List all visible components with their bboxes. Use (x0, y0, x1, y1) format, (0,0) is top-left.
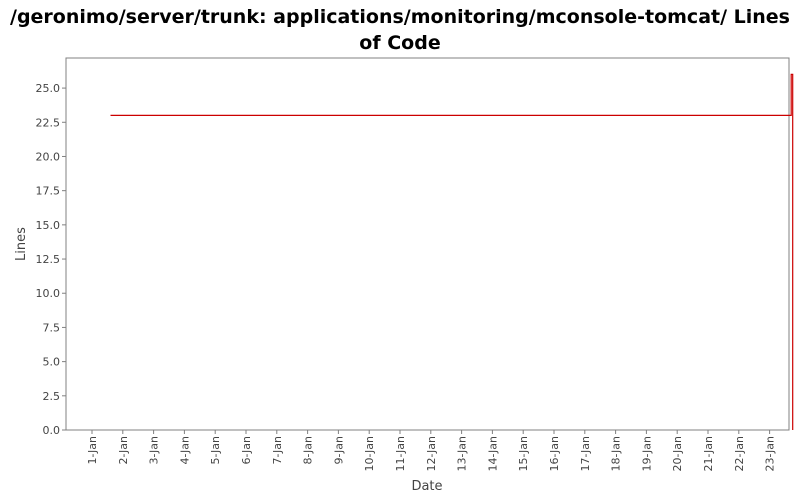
y-axis-label: Lines (14, 227, 29, 261)
x-tick-label: 10-Jan (363, 436, 376, 472)
y-tick-label: 15.0 (36, 219, 61, 232)
x-tick-label: 12-Jan (425, 436, 438, 472)
x-tick-label: 18-Jan (610, 436, 623, 472)
x-tick-label: 21-Jan (702, 436, 715, 472)
x-tick-label: 16-Jan (548, 436, 561, 472)
x-tick-label: 8-Jan (302, 436, 315, 465)
x-tick-label: 2-Jan (117, 436, 130, 465)
y-tick-label: 25.0 (36, 82, 61, 95)
x-tick-label: 23-Jan (764, 436, 777, 472)
x-axis-label: Date (411, 479, 442, 494)
plot-area (65, 57, 790, 431)
x-tick-label: 7-Jan (271, 436, 284, 465)
chart-title: /geronimo/server/trunk: applications/mon… (10, 6, 790, 54)
y-tick-label: 10.0 (36, 287, 61, 300)
x-tick-label: 20-Jan (671, 436, 684, 472)
x-tick-label: 13-Jan (456, 436, 469, 472)
x-tick-label: 22-Jan (733, 436, 746, 472)
y-tick-label: 2.5 (43, 390, 61, 403)
y-tick-label: 22.5 (36, 116, 61, 129)
y-tick-label: 5.0 (43, 356, 61, 369)
x-tick-label: 1-Jan (86, 436, 99, 465)
series-line (110, 73, 794, 430)
x-tick-label: 6-Jan (240, 436, 253, 465)
x-tick-label: 14-Jan (486, 436, 499, 472)
x-tick-label: 4-Jan (178, 436, 191, 465)
y-tick-label: 0.0 (43, 424, 61, 437)
x-tick-label: 11-Jan (394, 436, 407, 472)
x-tick-label: 17-Jan (579, 436, 592, 472)
x-tick-label: 5-Jan (209, 436, 222, 465)
y-tick-label: 7.5 (43, 321, 61, 334)
x-tick-label: 9-Jan (332, 436, 345, 465)
x-tick-label: 19-Jan (640, 436, 653, 472)
x-tick-label: 3-Jan (148, 436, 161, 465)
y-tick-label: 20.0 (36, 150, 61, 163)
y-tick-label: 17.5 (36, 185, 61, 198)
x-tick-label: 15-Jan (517, 436, 530, 472)
y-tick-label: 12.5 (36, 253, 61, 266)
